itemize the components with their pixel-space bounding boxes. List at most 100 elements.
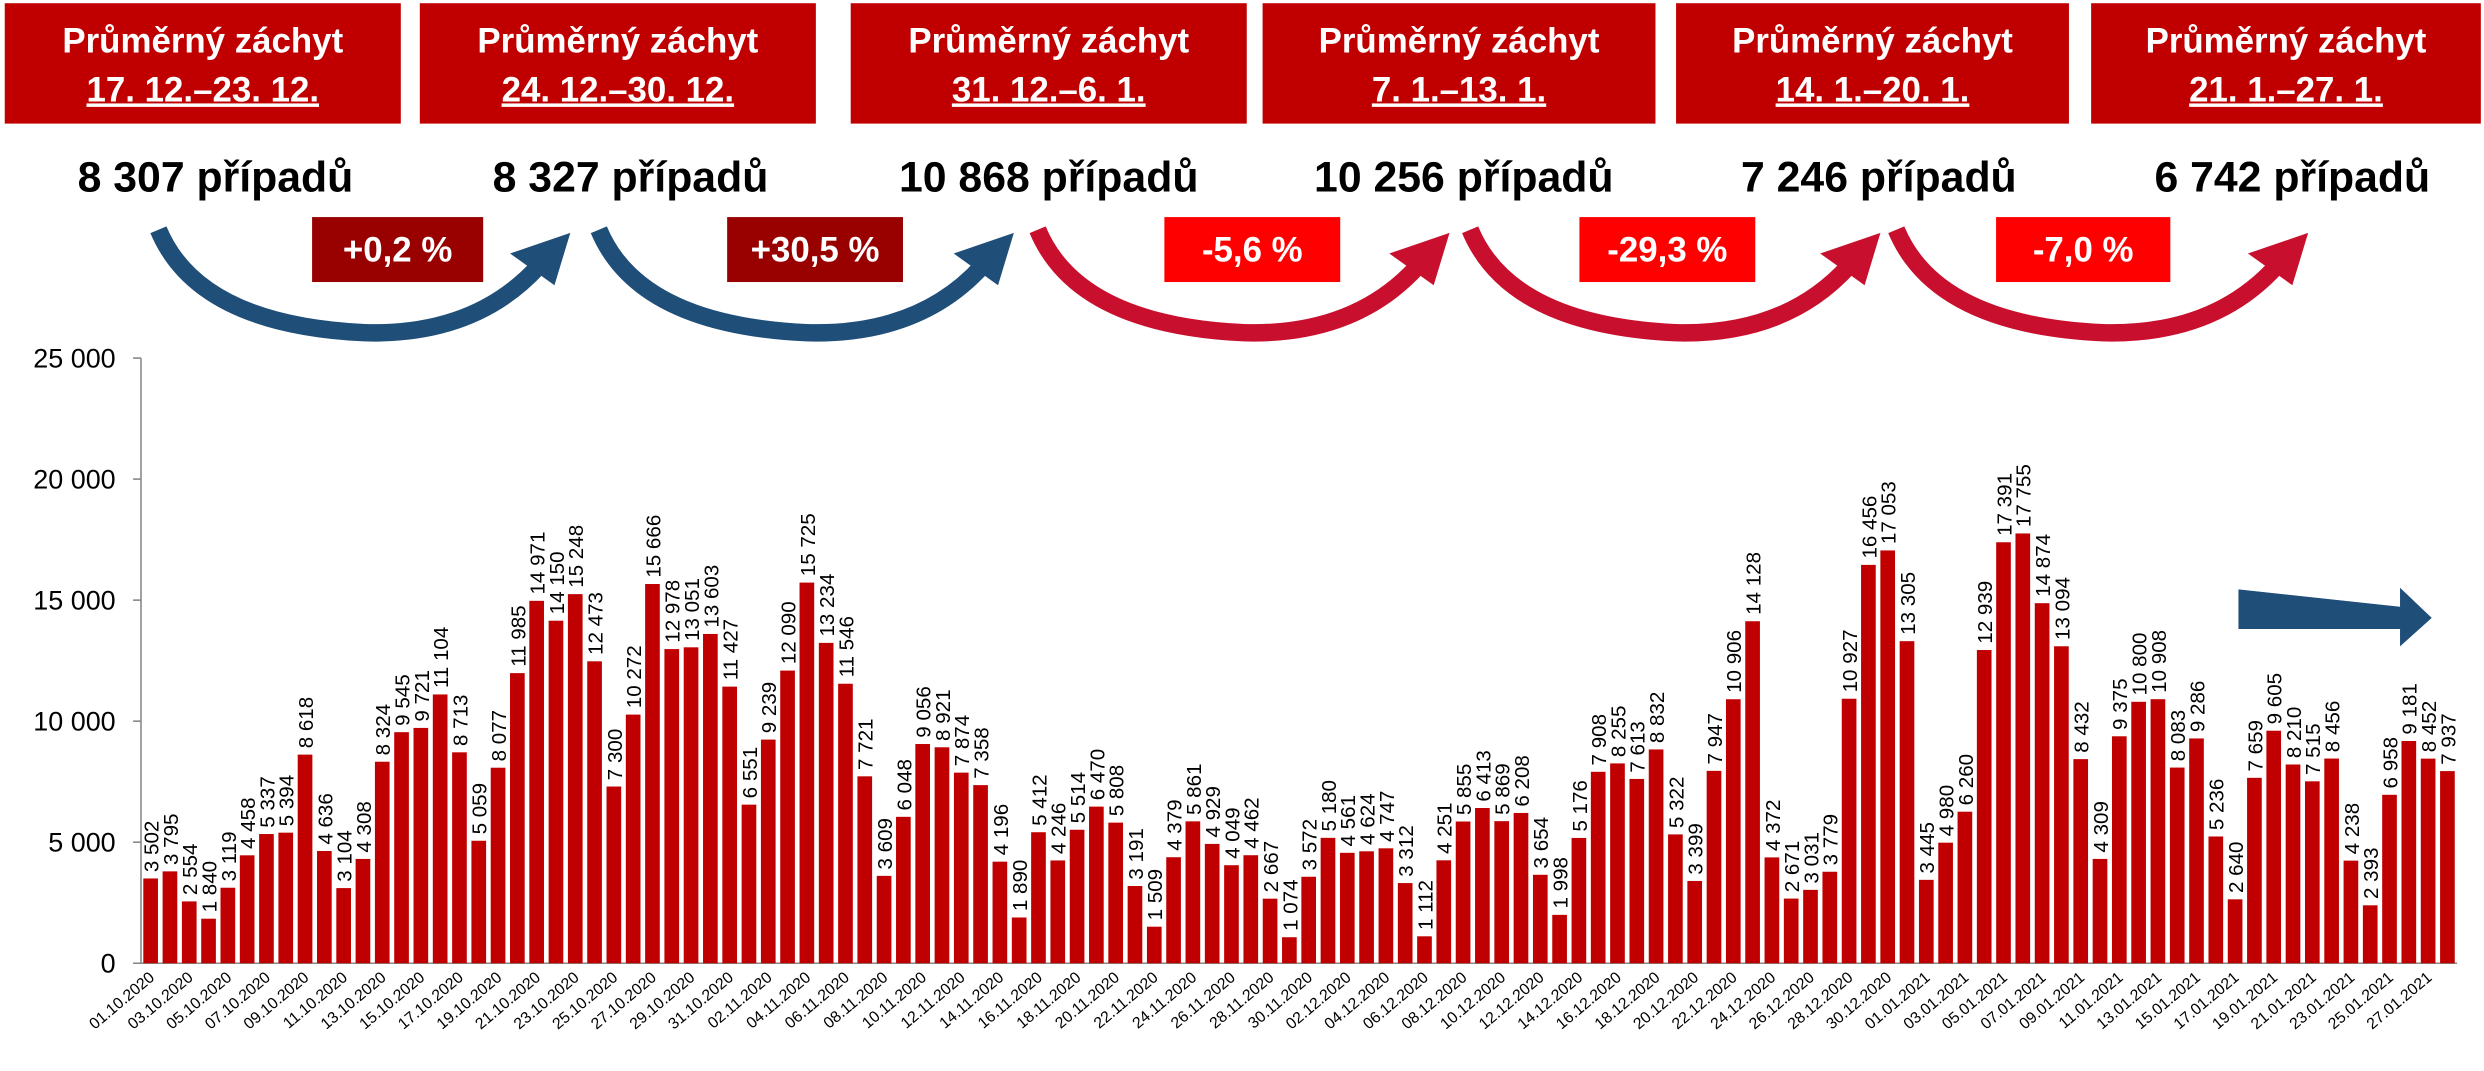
bar (201, 918, 216, 964)
period-range: 17. 12.–23. 12. (87, 70, 320, 109)
bar (992, 861, 1008, 964)
bar (2111, 736, 2127, 964)
bar (1089, 806, 1104, 964)
value-label: 13 094 (2051, 577, 2074, 640)
value-label: 8 083 (2167, 710, 2190, 762)
bar (1069, 829, 1085, 964)
value-label: 13 603 (700, 565, 723, 628)
period-box (1676, 3, 2069, 124)
value-label: 7 300 (604, 729, 627, 781)
bar (799, 582, 815, 964)
bar (1339, 852, 1355, 964)
value-label: 4 309 (2090, 801, 2113, 853)
value-label: 2 640 (2225, 841, 2248, 893)
bar (278, 832, 294, 964)
bar (1764, 857, 1780, 964)
bar (220, 887, 236, 964)
change-box (1164, 217, 1341, 283)
bar (1532, 874, 1548, 964)
bar (1590, 771, 1606, 964)
y-tick-label: 15 000 (33, 586, 115, 616)
bar (896, 816, 911, 964)
trend-arrow (2238, 587, 2432, 647)
bar (1571, 837, 1587, 964)
bar (239, 855, 255, 964)
bar (548, 620, 564, 964)
bar (1668, 834, 1683, 964)
value-label: 13 234 (816, 574, 839, 637)
value-label: 3 191 (1125, 828, 1148, 880)
bar (1397, 883, 1413, 964)
arrow-head (953, 232, 1014, 286)
bar (1976, 650, 1992, 964)
bar (1127, 885, 1143, 964)
period-title: Průměrný záchyt (62, 21, 343, 60)
value-label: 8 832 (1646, 692, 1669, 744)
value-label: 10 908 (2148, 630, 2171, 693)
bar (683, 647, 699, 964)
value-label: 5 869 (1492, 763, 1515, 815)
bar (2382, 794, 2397, 964)
bar (2247, 777, 2262, 964)
bar (1783, 898, 1799, 964)
bar (1996, 542, 2011, 964)
bar (1610, 763, 1625, 964)
value-label: 7 515 (2302, 723, 2325, 775)
period-cases: 10 868 případů (899, 154, 1198, 202)
bar (1050, 860, 1066, 964)
period-range: 31. 12.–6. 1. (952, 70, 1146, 109)
bar (2440, 771, 2455, 964)
value-label: 10 800 (2129, 633, 2152, 696)
value-label: 6 208 (1511, 755, 1534, 807)
change-label: -29,3 % (1607, 230, 1727, 269)
bar (2208, 836, 2224, 964)
bar (934, 747, 950, 964)
bar (2304, 781, 2320, 964)
value-label: 9 375 (2109, 678, 2132, 730)
bar (760, 739, 776, 964)
value-label: 1 509 (1144, 869, 1167, 921)
bar (181, 901, 197, 964)
change-arrow (1462, 226, 1856, 342)
bar (722, 686, 737, 964)
bar (374, 761, 390, 964)
y-tick-label: 25 000 (33, 344, 115, 374)
bar (1243, 855, 1259, 964)
value-label: 4 462 (1241, 797, 1264, 849)
change-box (312, 217, 484, 283)
bar (1146, 926, 1162, 964)
value-label: 7 659 (2244, 720, 2267, 772)
value-label: 10 906 (1723, 630, 1746, 693)
period-box (419, 3, 816, 124)
bar (741, 804, 757, 964)
bar (471, 840, 487, 964)
value-label: 7 358 (970, 727, 993, 779)
bar (1880, 550, 1896, 964)
y-tick-label: 20 000 (33, 465, 115, 495)
value-label: 2 554 (179, 844, 202, 896)
bar (1185, 821, 1201, 964)
value-label: 9 181 (2399, 683, 2422, 735)
change-label: +30,5 % (751, 230, 880, 269)
bar (1224, 865, 1239, 964)
y-tick-label: 5 000 (48, 828, 115, 858)
value-label: 13 051 (681, 578, 704, 641)
bar (973, 785, 988, 964)
value-label: 5 059 (469, 783, 492, 835)
value-label: 3 104 (334, 830, 357, 882)
bar (2362, 905, 2378, 964)
bar (2266, 730, 2282, 964)
bar (1687, 880, 1703, 964)
value-label: 4 246 (1048, 803, 1071, 854)
bar (1455, 821, 1471, 964)
value-label: 17 391 (1993, 473, 2016, 536)
value-label: 1 074 (1279, 879, 1302, 931)
period-box (2091, 3, 2481, 124)
bar (645, 584, 660, 964)
bar (432, 694, 448, 964)
bar (1648, 749, 1664, 964)
bar (452, 752, 467, 964)
period-range: 21. 1.–27. 1. (2189, 70, 2383, 109)
bar (2343, 860, 2359, 964)
